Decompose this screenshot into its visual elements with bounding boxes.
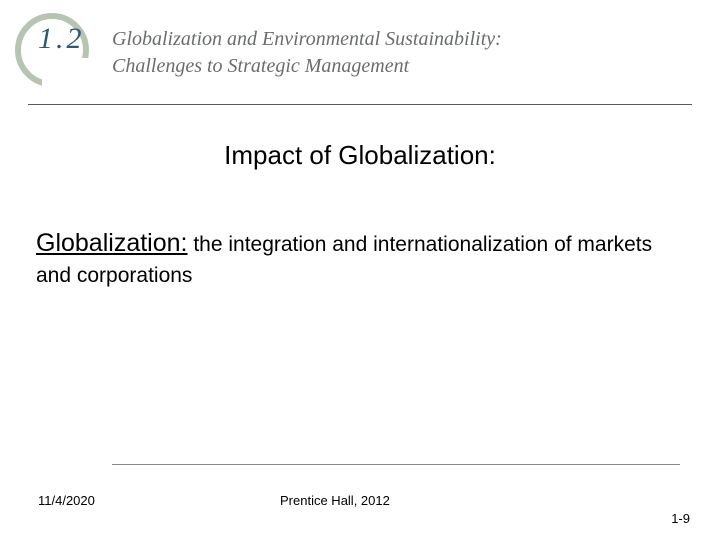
section-number: 1.2	[38, 22, 85, 56]
footer-divider	[112, 464, 680, 465]
definition-term: Globalization:	[36, 229, 187, 257]
header-divider	[28, 104, 692, 105]
body-text: Globalization: the integration and inter…	[36, 225, 680, 292]
footer-date: 11/4/2020	[38, 493, 95, 508]
slide-title: Impact of Globalization:	[0, 140, 720, 171]
footer-publisher: Prentice Hall, 2012	[280, 493, 390, 508]
chapter-title-line1: Globalization and Environmental Sustaina…	[112, 28, 502, 50]
slide-header: 1.2 Globalization and Environmental Sust…	[0, 0, 720, 115]
page-number: 1-9	[671, 511, 690, 526]
chapter-title: Globalization and Environmental Sustaina…	[112, 26, 502, 80]
chapter-title-line2: Challenges to Strategic Management	[112, 55, 409, 77]
